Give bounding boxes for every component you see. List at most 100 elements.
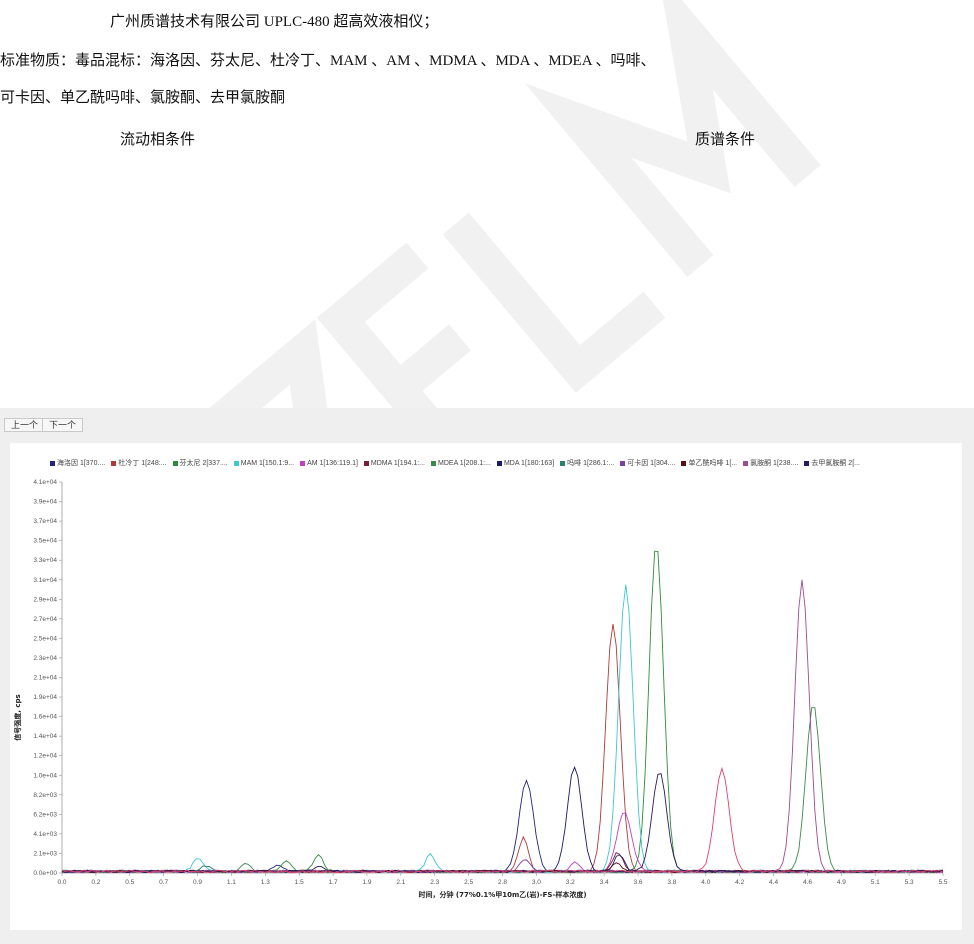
series-line (61, 779, 944, 874)
x-tick-label: 5.1 (871, 879, 880, 886)
legend-swatch (560, 460, 566, 466)
x-tick-label: 2.1 (396, 879, 405, 886)
x-tick-label: 1.7 (329, 879, 338, 886)
legend-item[interactable]: 海洛因 1[370.... (50, 459, 105, 468)
x-tick-label: 0.0 (57, 879, 66, 886)
series-line (61, 773, 944, 874)
y-tick-label: 2.9e+04 (33, 596, 57, 603)
ms-conditions-heading: 质谱条件 (695, 132, 756, 148)
x-tick-label: 0.5 (125, 879, 134, 886)
y-tick-label: 0.0e+00 (33, 870, 57, 877)
y-tick-label: 6.2e+03 (33, 811, 57, 818)
legend-item[interactable]: 吗啡 1[286.1:... (560, 459, 614, 468)
x-tick-label: 0.9 (193, 879, 202, 886)
y-tick-label: 3.7e+04 (33, 518, 57, 525)
legend-swatch (111, 460, 117, 466)
x-tick-label: 3.8 (667, 879, 676, 886)
legend-label: AM 1[136:119.1] (307, 460, 358, 467)
doc-title-line: 广州质谱技术有限公司 UPLC-480 超高效液相仪； (110, 14, 439, 30)
legend-label: 海洛因 1[370.... (57, 460, 106, 467)
legend-label: 芬太尼 2[337.... (179, 460, 228, 467)
series-line (61, 579, 944, 874)
x-tick-label: 4.9 (837, 879, 846, 886)
y-tick-label: 2.5e+04 (33, 635, 57, 642)
legend-label: MAM 1[150.1:9... (240, 460, 295, 467)
x-tick-label: 5.3 (905, 879, 914, 886)
prev-button[interactable]: 上一个 (4, 418, 46, 432)
y-axis-label: 信号强度, cps (13, 694, 22, 740)
legend-swatch (743, 460, 749, 466)
y-tick-label: 3.3e+04 (33, 557, 57, 564)
x-tick-label: 3.0 (532, 879, 541, 886)
next-button[interactable]: 下一个 (42, 418, 84, 432)
x-tick-label: 3.6 (634, 879, 643, 886)
legend-item[interactable]: 可卡因 1[304.... (620, 459, 675, 468)
chart-legend: 海洛因 1[370.... 杜冷丁 1[248:... 芬太尼 2[337.... M… (50, 459, 950, 468)
x-tick-label: 0.2 (91, 879, 100, 886)
legend-swatch (363, 460, 369, 466)
x-tick-label: 0.7 (159, 879, 168, 886)
x-axis-label: 时间，分钟 (77%0.1%甲10m乙(岩)-FS-样本浓度) (418, 890, 586, 899)
legend-item[interactable]: MDMA 1[194.1:... (363, 459, 426, 468)
legend-swatch (496, 460, 502, 466)
standards-line: 标准物质：毒品混标：海洛因、芬太尼、杜冷丁、MAM 、AM 、MDMA 、MDA… (0, 53, 656, 69)
x-tick-label: 1.3 (261, 879, 270, 886)
legend-item[interactable]: 去甲氯胺酮 2[... (804, 459, 860, 468)
y-tick-label: 2.1e+03 (33, 850, 57, 857)
legend-label: 单乙酰吗啡 1[... (688, 460, 738, 467)
y-tick-label: 3.9e+04 (33, 499, 57, 506)
legend-label: 可卡因 1[304.... (627, 460, 676, 467)
mobile-phase-heading: 流动相条件 (120, 132, 196, 148)
x-tick-label: 5.5 (938, 879, 947, 886)
y-tick-label: 3.5e+04 (33, 538, 57, 545)
legend-label: 氯胺酮 1[238.... (750, 460, 799, 467)
legend-label: 杜冷丁 1[248:... (118, 460, 167, 467)
legend-item[interactable]: 杜冷丁 1[248:... (111, 459, 167, 468)
y-tick-label: 4.1e+03 (33, 831, 57, 838)
x-tick-label: 4.2 (735, 879, 744, 886)
legend-swatch (620, 460, 626, 466)
legend-label: MDEA 1[208.1:... (438, 460, 491, 467)
legend-label: MDA 1[180:163] (503, 460, 555, 467)
y-tick-label: 2.3e+04 (33, 655, 57, 662)
x-tick-label: 2.3 (430, 879, 439, 886)
x-tick-label: 1.1 (227, 879, 236, 886)
legend-item[interactable]: MAM 1[150.1:9... (233, 459, 295, 468)
legend-item[interactable]: 氯胺酮 1[238.... (743, 459, 798, 468)
legend-item[interactable]: MDEA 1[208.1:... (431, 459, 491, 468)
y-tick-label: 3.1e+04 (33, 577, 57, 584)
legend-swatch (431, 460, 437, 466)
y-tick-label: 2.7e+04 (33, 616, 57, 623)
x-tick-label: 4.0 (701, 879, 710, 886)
x-tick-label: 3.4 (600, 879, 609, 886)
y-tick-label: 1.4e+04 (33, 733, 57, 740)
x-tick-label: 1.5 (295, 879, 304, 886)
legend-swatch (300, 460, 306, 466)
legend-label: MDMA 1[194.1:... (370, 460, 426, 467)
legend-swatch (172, 460, 178, 466)
x-tick-label: 1.9 (362, 879, 371, 886)
y-tick-label: 1.9e+04 (33, 694, 57, 701)
series-line (61, 851, 944, 874)
legend-swatch (681, 460, 687, 466)
series-line (61, 766, 944, 874)
legend-item[interactable]: 芬太尼 2[337.... (172, 459, 228, 468)
x-tick-label: 2.8 (498, 879, 507, 886)
y-tick-label: 8.2e+03 (33, 792, 57, 799)
y-tick-label: 1.6e+04 (33, 714, 57, 721)
series-line (61, 766, 944, 874)
legend-label: 吗啡 1[286.1:... (567, 460, 615, 467)
legend-item[interactable]: 单乙酰吗啡 1[... (681, 459, 737, 468)
standards-line-continued: 可卡因、单乙酰吗啡、氯胺酮、去甲氯胺酮 (0, 90, 286, 106)
x-tick-label: 4.6 (803, 879, 812, 886)
y-tick-label: 1.0e+04 (33, 772, 57, 779)
y-tick-label: 4.1e+04 (33, 479, 57, 486)
legend-swatch (804, 460, 810, 466)
x-tick-label: 2.5 (464, 879, 473, 886)
y-tick-label: 2.1e+04 (33, 675, 57, 682)
legend-item[interactable]: MDA 1[180:163] (496, 459, 555, 468)
legend-item[interactable]: AM 1[136:119.1] (300, 459, 358, 468)
x-tick-label: 3.2 (566, 879, 575, 886)
series-line (61, 812, 944, 874)
